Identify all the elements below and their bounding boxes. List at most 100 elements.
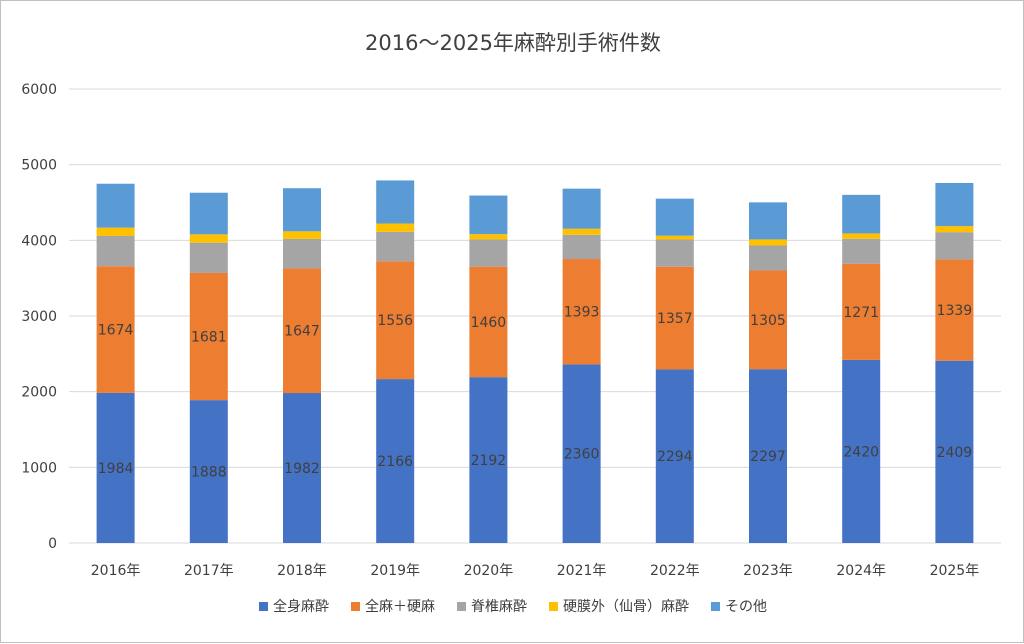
y-tick-label: 1000 (21, 460, 57, 476)
data-label: 1674 (98, 323, 134, 339)
y-axis-ticks: 0 1000 2000 3000 4000 5000 6000 (21, 82, 57, 552)
bar-segment (749, 270, 787, 370)
bar-segment (376, 379, 415, 543)
bar-segment (189, 234, 228, 243)
x-tick-label: 2020年 (464, 563, 514, 579)
bar-segment (935, 232, 974, 260)
data-label: 1982 (284, 461, 320, 477)
bar-segment (469, 377, 508, 543)
legend-swatch (351, 602, 360, 611)
bar-segment (749, 369, 787, 543)
x-tick-label: 2017年 (184, 563, 234, 579)
data-label: 1888 (191, 465, 227, 481)
data-label: 1460 (471, 315, 507, 331)
data-label: 2166 (377, 454, 413, 470)
bar-segment (189, 272, 228, 401)
bar-segment (935, 360, 974, 543)
x-tick-label: 2018年 (277, 563, 327, 579)
data-label: 1984 (98, 461, 134, 477)
bar-segment (96, 227, 135, 236)
data-label: 2297 (750, 449, 786, 465)
data-label: 1339 (937, 303, 973, 319)
bar-segment (749, 245, 787, 271)
x-tick-label: 2022年 (650, 563, 700, 579)
data-label: 2192 (471, 453, 507, 469)
bar-segment (96, 392, 135, 543)
legend: 全身麻酔 全麻＋硬麻 脊椎麻酔 硬膜外（仙骨）麻酔 その他 (259, 598, 767, 615)
legend-swatch (259, 602, 268, 611)
data-label: 1271 (843, 305, 879, 321)
data-label: 2420 (843, 444, 879, 460)
legend-swatch (457, 602, 466, 611)
bar-segment (189, 192, 228, 235)
y-tick-label: 0 (48, 536, 57, 552)
bar-segment (842, 194, 881, 234)
data-label: 1681 (191, 330, 227, 346)
y-tick-label: 5000 (21, 158, 57, 174)
bar-segment (376, 261, 415, 380)
data-label: 2409 (937, 445, 973, 461)
bar-segment (562, 234, 601, 260)
legend-swatch (711, 602, 720, 611)
x-tick-label: 2019年 (370, 563, 420, 579)
bar-segment (96, 183, 135, 228)
bar-segment (562, 228, 601, 235)
bar-segment (283, 238, 321, 269)
bar-segment (842, 233, 881, 239)
bar-segment (655, 198, 694, 236)
bar-segment (376, 231, 415, 262)
legend-label: その他 (725, 599, 767, 615)
data-label: 1556 (377, 313, 413, 329)
bar-segment (749, 202, 787, 240)
bar-segment (376, 223, 415, 232)
y-tick-label: 6000 (21, 82, 57, 98)
chart-title: 2016～2025年麻酔別手術件数 (365, 31, 661, 55)
bar-segment (469, 266, 508, 378)
x-tick-label: 2023年 (743, 563, 793, 579)
bar-segment (935, 182, 974, 227)
bar-segment (469, 239, 508, 267)
bar-segment (376, 180, 415, 224)
bar-segment (842, 238, 881, 264)
bar-segment (842, 263, 881, 360)
data-label: 2360 (564, 447, 600, 463)
y-tick-label: 3000 (21, 309, 57, 325)
bar-segment (655, 235, 694, 240)
bar-segment (469, 234, 508, 240)
bar-segment (283, 393, 321, 543)
data-label: 2294 (657, 449, 693, 465)
bar-segment (283, 231, 321, 239)
x-axis-ticks: 2016年 2017年 2018年 2019年 2020年 2021年 2022年 2023年… (91, 563, 979, 579)
x-tick-label: 2016年 (91, 563, 141, 579)
data-label: 1357 (657, 311, 693, 327)
bar-segment (749, 239, 787, 246)
bar-segment (842, 359, 881, 543)
bar-segment (189, 242, 228, 273)
bar-segment (96, 235, 135, 267)
x-tick-label: 2021年 (557, 563, 607, 579)
legend-swatch (549, 602, 558, 611)
legend-label: 硬膜外（仙骨）麻酔 (563, 599, 689, 615)
bar-segment (562, 188, 601, 229)
x-tick-label: 2025年 (930, 563, 980, 579)
data-label: 1647 (284, 324, 320, 340)
bar-segment (189, 400, 228, 543)
bar-segment (283, 188, 321, 232)
data-label: 1305 (750, 313, 786, 329)
data-label: 1393 (564, 305, 600, 321)
y-tick-label: 2000 (21, 385, 57, 401)
bars: 1984 1674 1888 1681 1982 1647 2166 1556 2192 1460… (96, 180, 974, 543)
bar-segment (655, 369, 694, 543)
bar-segment (562, 364, 601, 543)
bar-segment (96, 266, 135, 393)
bar-segment (935, 259, 974, 361)
bar-segment (469, 195, 508, 235)
legend-label: 全麻＋硬麻 (365, 598, 435, 615)
legend-label: 全身麻酔 (273, 598, 329, 615)
bar-segment (935, 226, 974, 233)
bar-segment (655, 239, 694, 267)
legend-label: 脊椎麻酔 (471, 599, 527, 615)
bar-segment (562, 259, 601, 365)
